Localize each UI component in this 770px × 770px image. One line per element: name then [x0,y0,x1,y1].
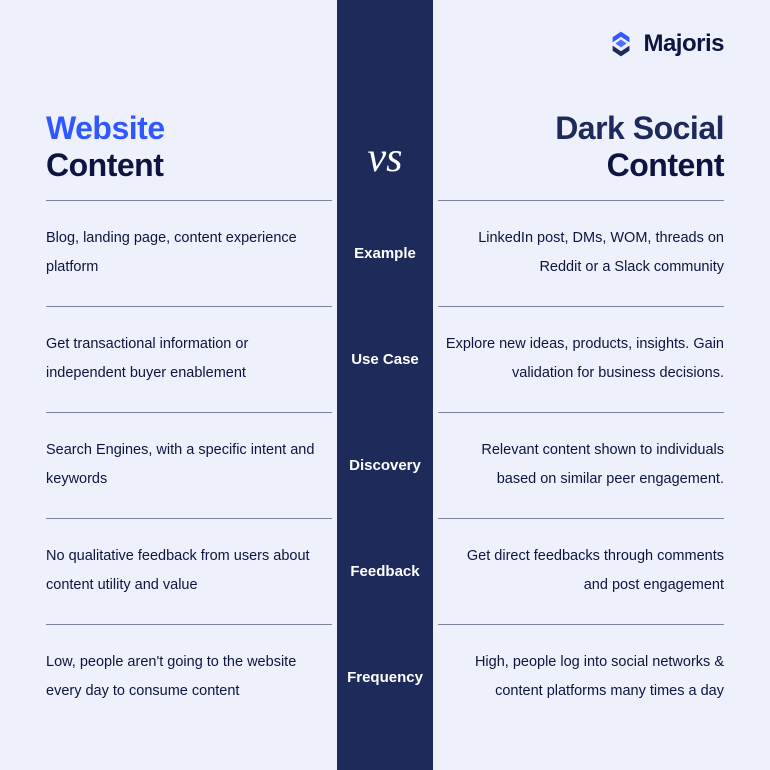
vs-label: vs [337,134,433,182]
brand-logo: Majoris [607,30,724,58]
right-title-sub: Content [555,147,724,184]
row-left-text: Search Engines, with a specific intent a… [46,412,326,518]
row-left-text: No qualitative feedback from users about… [46,518,326,624]
row-left-text: Get transactional information or indepen… [46,306,326,412]
row-label: Feedback [337,518,433,624]
row-label: Use Case [337,306,433,412]
infographic-container: Majoris Website Content vs Dark Social C… [0,0,770,770]
left-title-sub: Content [46,147,165,184]
brand-name: Majoris [643,30,724,58]
comparison-row: Blog, landing page, content experience p… [0,200,770,306]
right-title-accent: Dark Social [555,110,724,147]
row-left-text: Blog, landing page, content experience p… [46,200,326,306]
comparison-row: Get transactional information or indepen… [0,306,770,412]
titles-row: Website Content vs Dark Social Content [0,110,770,200]
row-label: Example [337,200,433,306]
left-title: Website Content [46,110,165,184]
row-right-text: Get direct feedbacks through comments an… [444,518,724,624]
right-title: Dark Social Content [555,110,724,184]
row-label: Frequency [337,624,433,730]
comparison-row: Low, people aren't going to the website … [0,624,770,730]
brand-icon [607,30,635,58]
row-right-text: Relevant content shown to individuals ba… [444,412,724,518]
row-right-text: Explore new ideas, products, insights. G… [444,306,724,412]
row-right-text: LinkedIn post, DMs, WOM, threads on Redd… [444,200,724,306]
comparison-row: No qualitative feedback from users about… [0,518,770,624]
comparison-rows: Blog, landing page, content experience p… [0,200,770,730]
comparison-row: Search Engines, with a specific intent a… [0,412,770,518]
row-label: Discovery [337,412,433,518]
left-title-accent: Website [46,110,165,147]
row-right-text: High, people log into social networks & … [444,624,724,730]
row-left-text: Low, people aren't going to the website … [46,624,326,730]
